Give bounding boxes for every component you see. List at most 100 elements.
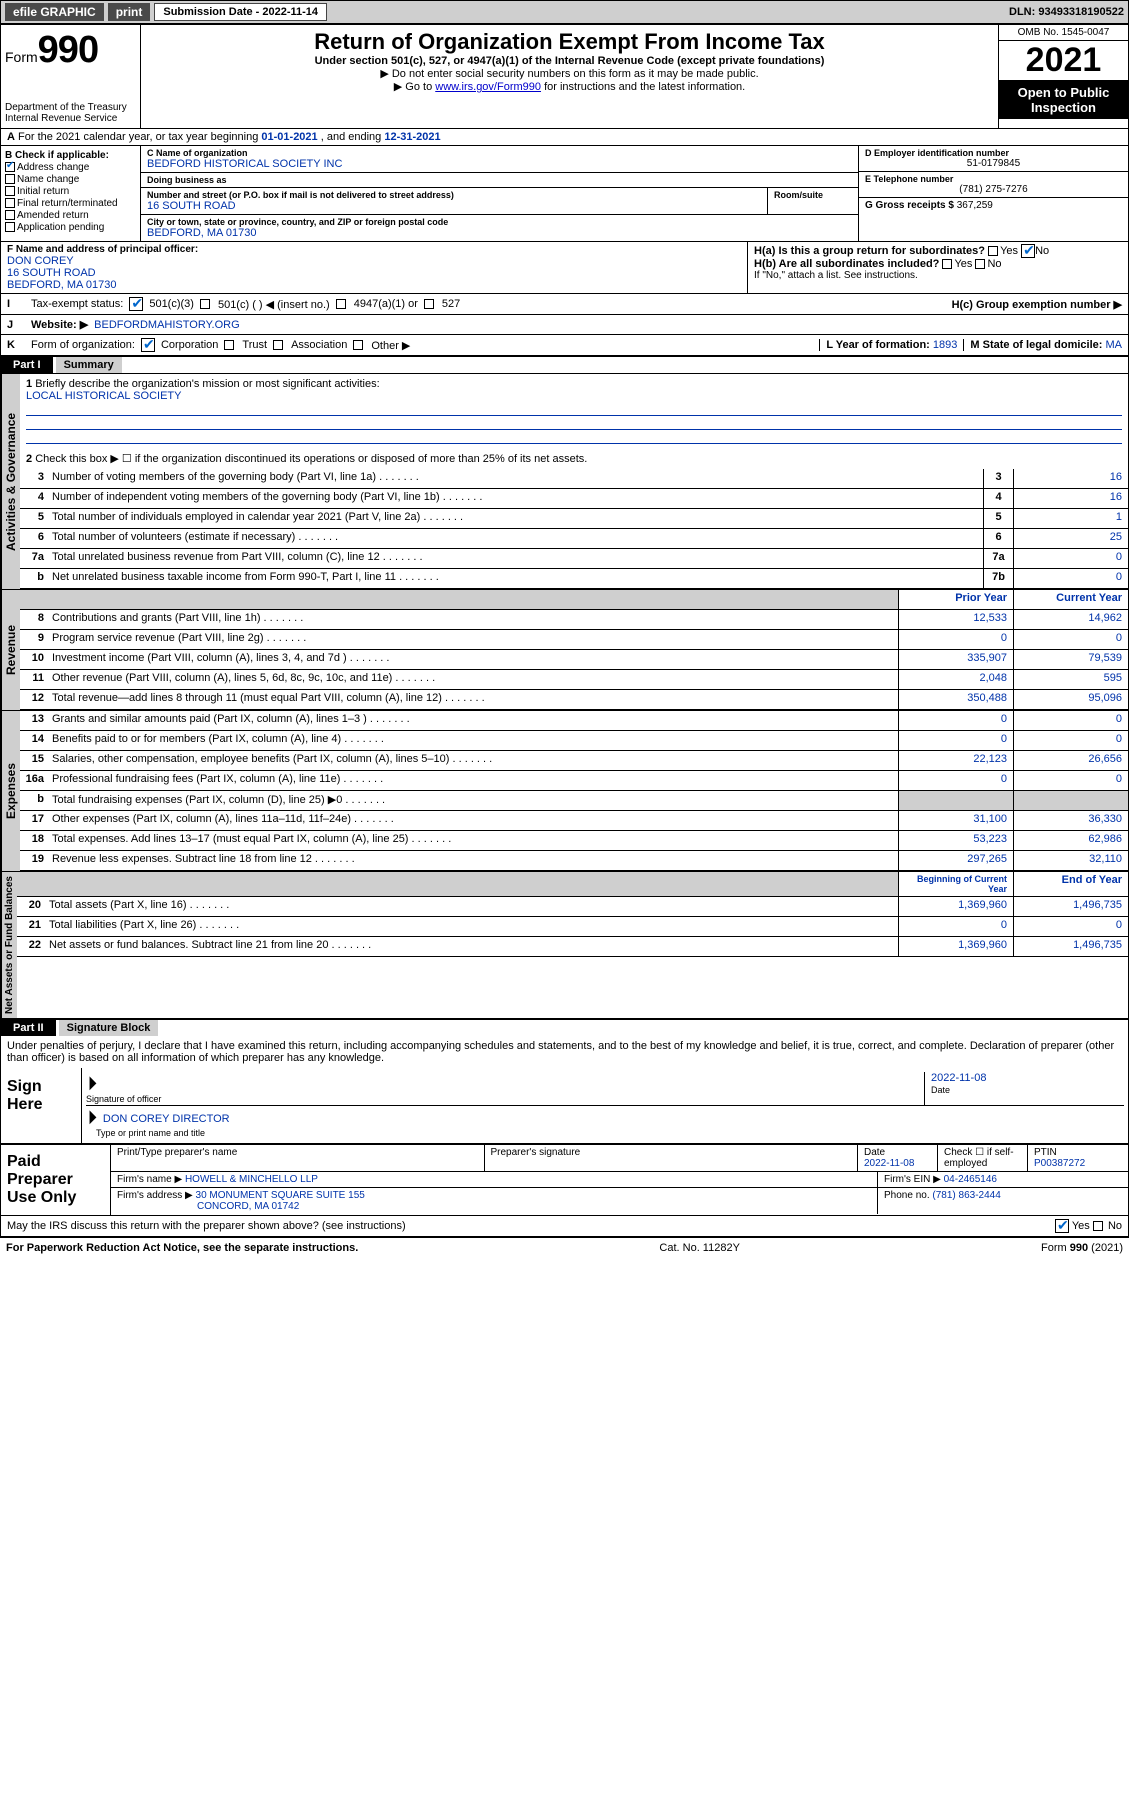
- firm-addr1: 30 MONUMENT SQUARE SUITE 155: [196, 1190, 365, 1201]
- hdr-end-year: End of Year: [1013, 872, 1128, 896]
- curr-13: 0: [1013, 711, 1128, 730]
- ha-yes[interactable]: [988, 246, 998, 256]
- dln-label: DLN: 93493318190522: [1009, 6, 1124, 18]
- paid-preparer-label: Paid Preparer Use Only: [1, 1145, 111, 1215]
- irs-link[interactable]: www.irs.gov/Form990: [435, 81, 541, 93]
- chk-501c[interactable]: [200, 299, 210, 309]
- chk-corp[interactable]: [141, 338, 155, 352]
- prior-8: 12,533: [898, 610, 1013, 629]
- chk-501c3[interactable]: [129, 297, 143, 311]
- prior-20: 1,369,960: [898, 897, 1013, 916]
- gov-val-5: 1: [1013, 509, 1128, 528]
- prep-date: 2022-11-08: [864, 1158, 914, 1169]
- page-footer: For Paperwork Reduction Act Notice, see …: [0, 1238, 1129, 1258]
- form-number: 990: [38, 29, 98, 72]
- prior-14: 0: [898, 731, 1013, 750]
- irs-label: Internal Revenue Service: [5, 113, 136, 124]
- prior-15: 22,123: [898, 751, 1013, 770]
- gov-val-3: 16: [1013, 469, 1128, 488]
- hdr-current-year: Current Year: [1013, 590, 1128, 609]
- prior-22: 1,369,960: [898, 937, 1013, 956]
- chk-final-return[interactable]: [5, 198, 15, 208]
- part2-header: Part II Signature Block: [1, 1018, 1128, 1036]
- declaration-text: Under penalties of perjury, I declare th…: [1, 1036, 1128, 1068]
- street-address: 16 SOUTH ROAD: [147, 200, 761, 212]
- prior-13: 0: [898, 711, 1013, 730]
- curr-18: 62,986: [1013, 831, 1128, 850]
- mission: LOCAL HISTORICAL SOCIETY: [26, 390, 181, 402]
- form-word: Form: [5, 49, 38, 65]
- hb-yes[interactable]: [942, 259, 952, 269]
- firm-name: HOWELL & MINCHELLO LLP: [185, 1174, 318, 1185]
- prior-21: 0: [898, 917, 1013, 936]
- curr-14: 0: [1013, 731, 1128, 750]
- firm-phone: (781) 863-2444: [932, 1190, 1000, 1201]
- gross-receipts: 367,259: [957, 200, 993, 211]
- chk-amended[interactable]: [5, 210, 15, 220]
- prior-16a: 0: [898, 771, 1013, 790]
- gov-val-6: 25: [1013, 529, 1128, 548]
- curr-22: 1,496,735: [1013, 937, 1128, 956]
- prior-10: 335,907: [898, 650, 1013, 669]
- topbar: efile GRAPHIC print Submission Date - 20…: [0, 0, 1129, 24]
- curr-11: 595: [1013, 670, 1128, 689]
- telephone: (781) 275-7276: [865, 184, 1122, 195]
- chk-other[interactable]: [353, 340, 363, 350]
- prior-b: [898, 791, 1013, 810]
- hdr-begin-year: Beginning of Current Year: [898, 872, 1013, 896]
- chk-trust[interactable]: [224, 340, 234, 350]
- curr-9: 0: [1013, 630, 1128, 649]
- prior-19: 297,265: [898, 851, 1013, 870]
- omb-number: OMB No. 1545-0047: [999, 25, 1128, 41]
- chk-initial-return[interactable]: [5, 186, 15, 196]
- gov-val-7a: 0: [1013, 549, 1128, 568]
- chk-assoc[interactable]: [273, 340, 283, 350]
- year-begin: 01-01-2021: [261, 131, 317, 143]
- gov-val-4: 16: [1013, 489, 1128, 508]
- chk-address-change[interactable]: [5, 162, 15, 172]
- chk-name-change[interactable]: [5, 174, 15, 184]
- curr-8: 14,962: [1013, 610, 1128, 629]
- website: BEDFORDMAHISTORY.ORG: [94, 319, 239, 331]
- prior-9: 0: [898, 630, 1013, 649]
- dept-treasury: Department of the Treasury: [5, 102, 136, 113]
- prior-17: 31,100: [898, 811, 1013, 830]
- curr-10: 79,539: [1013, 650, 1128, 669]
- officer-addr1: 16 SOUTH ROAD: [7, 267, 741, 279]
- curr-21: 0: [1013, 917, 1128, 936]
- ein: 51-0179845: [865, 158, 1122, 169]
- form-subtitle: Under section 501(c), 527, or 4947(a)(1)…: [145, 55, 994, 67]
- hb-no[interactable]: [975, 259, 985, 269]
- firm-addr2: CONCORD, MA 01742: [197, 1201, 299, 1212]
- officer-addr2: BEDFORD, MA 01730: [7, 279, 741, 291]
- form-header: Form 990 Department of the Treasury Inte…: [1, 25, 1128, 129]
- ha-no[interactable]: [1021, 244, 1035, 258]
- chk-app-pending[interactable]: [5, 222, 15, 232]
- curr-19: 32,110: [1013, 851, 1128, 870]
- sidelabel-netassets: Net Assets or Fund Balances: [1, 872, 17, 1018]
- sig-date: 2022-11-08: [931, 1072, 986, 1084]
- officer-name: DON COREY: [7, 255, 741, 267]
- sidelabel-expenses: Expenses: [1, 711, 20, 871]
- curr-12: 95,096: [1013, 690, 1128, 709]
- tax-year: 2021: [999, 41, 1128, 81]
- chk-4947[interactable]: [336, 299, 346, 309]
- officer-name-title: DON COREY DIRECTOR: [103, 1113, 230, 1125]
- year-formation: 1893: [933, 339, 957, 351]
- hdr-prior-year: Prior Year: [898, 590, 1013, 609]
- curr-16a: 0: [1013, 771, 1128, 790]
- irs-discuss-yes[interactable]: [1055, 1219, 1069, 1233]
- goto-note: ▶ Go to www.irs.gov/Form990 for instruct…: [145, 80, 994, 93]
- part1-header: Part I Summary: [1, 357, 1128, 373]
- prior-12: 350,488: [898, 690, 1013, 709]
- curr-17: 36,330: [1013, 811, 1128, 830]
- irs-discuss-no[interactable]: [1093, 1221, 1103, 1231]
- ssn-note: ▶ Do not enter social security numbers o…: [145, 67, 994, 80]
- print-button[interactable]: print: [108, 3, 151, 21]
- curr-b: [1013, 791, 1128, 810]
- row-a: A For the 2021 calendar year, or tax yea…: [1, 129, 1128, 146]
- curr-20: 1,496,735: [1013, 897, 1128, 916]
- state-domicile: MA: [1106, 339, 1123, 351]
- chk-527[interactable]: [424, 299, 434, 309]
- efile-label: efile GRAPHIC: [5, 3, 104, 21]
